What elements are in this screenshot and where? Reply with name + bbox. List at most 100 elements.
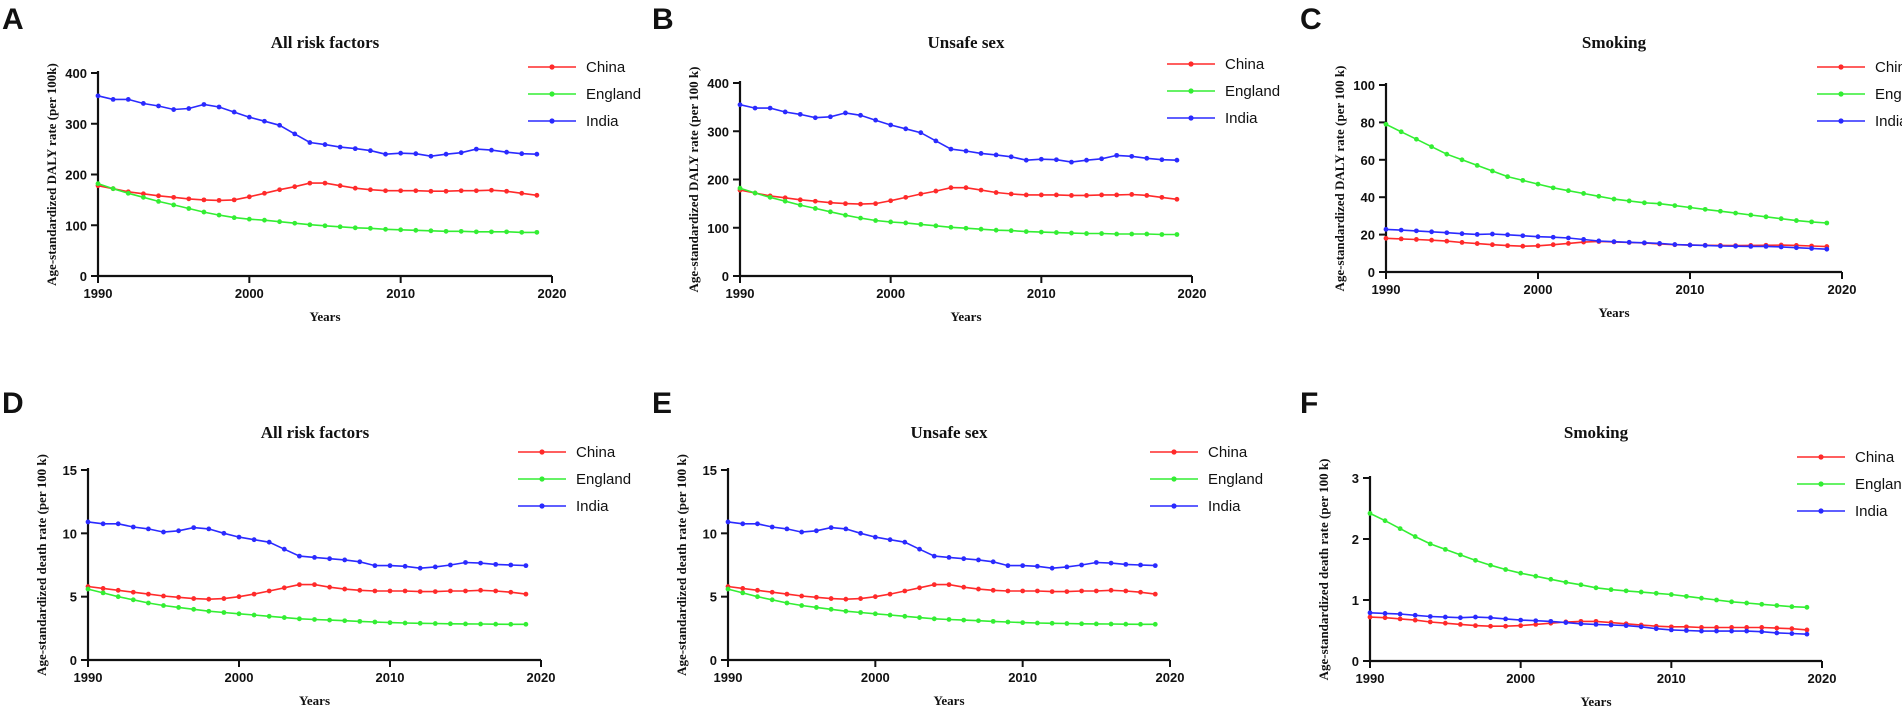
- data-point-england: [1008, 228, 1014, 234]
- data-point-england: [755, 594, 760, 600]
- data-point-england: [110, 186, 116, 192]
- data-point-england: [976, 618, 981, 624]
- data-point-china: [236, 594, 242, 600]
- data-point-china: [352, 185, 358, 191]
- data-point-england: [1684, 593, 1689, 599]
- data-point-china: [1397, 616, 1403, 622]
- data-point-china: [231, 197, 237, 203]
- data-point-england: [1608, 587, 1614, 593]
- axis-lines: [86, 468, 541, 662]
- data-point-india: [1699, 628, 1704, 634]
- legend-item-china: China: [1167, 56, 1265, 73]
- data-point-china: [902, 588, 908, 594]
- data-point-england: [1518, 570, 1524, 576]
- data-point-china: [327, 584, 332, 590]
- data-point-india: [201, 102, 207, 107]
- series-china: [725, 582, 1158, 602]
- data-point-china: [251, 591, 257, 597]
- data-point-india: [1687, 242, 1693, 248]
- legend-item-england: England: [518, 471, 631, 488]
- data-point-india: [1581, 237, 1586, 242]
- data-point-england: [292, 220, 298, 226]
- data-point-england: [297, 616, 302, 622]
- panel-b: B Unsafe sex 0 100 200 300 400 1990 2000 2010 2020…: [652, 3, 1280, 324]
- data-point-india: [417, 565, 423, 571]
- data-point-china: [458, 188, 464, 194]
- data-point-china: [115, 587, 121, 593]
- data-point-england: [1626, 198, 1632, 204]
- series-line-china: [727, 583, 1156, 601]
- data-point-india: [1488, 615, 1493, 621]
- data-point-england: [1672, 203, 1678, 209]
- data-point-india: [357, 559, 363, 565]
- legend-marker: [1171, 449, 1177, 455]
- data-point-china: [858, 201, 863, 207]
- data-point-india: [1638, 624, 1644, 630]
- data-point-england: [903, 220, 909, 226]
- y-tick-label: 1: [1352, 593, 1359, 608]
- data-point-england: [266, 613, 272, 619]
- data-point-china: [413, 188, 419, 194]
- data-point-china: [534, 192, 540, 198]
- legend-marker: [1188, 88, 1194, 94]
- legend-item-england: England: [1167, 83, 1280, 100]
- data-point-india: [146, 526, 151, 532]
- data-point-england: [357, 618, 363, 624]
- data-point-india: [1566, 235, 1571, 241]
- data-point-england: [1099, 231, 1104, 236]
- data-point-china: [292, 184, 298, 190]
- series-england: [725, 586, 1158, 627]
- data-point-india: [1079, 562, 1084, 568]
- data-point-china: [307, 180, 313, 186]
- data-point-england: [337, 224, 343, 230]
- data-point-china: [976, 586, 981, 592]
- data-point-india: [110, 96, 116, 102]
- data-point-england: [504, 229, 509, 235]
- data-point-china: [1383, 235, 1389, 241]
- data-point-india: [812, 115, 818, 121]
- data-point-china: [858, 596, 863, 601]
- data-point-china: [1566, 240, 1571, 246]
- data-point-china: [191, 596, 197, 601]
- data-point-england: [1459, 157, 1465, 163]
- data-point-india: [141, 101, 146, 106]
- data-point-india: [1657, 240, 1662, 246]
- x-tick-label: 2010: [376, 670, 405, 685]
- data-point-england: [1520, 177, 1526, 183]
- data-point-india: [799, 529, 805, 535]
- x-tick-label: 1990: [714, 670, 743, 685]
- data-point-china: [1759, 625, 1765, 630]
- data-point-england: [797, 202, 803, 208]
- data-point-china: [372, 588, 378, 594]
- data-point-england: [752, 190, 758, 196]
- legend-item-england: England: [528, 86, 641, 103]
- data-point-england: [1581, 191, 1586, 196]
- legend-marker: [549, 64, 555, 70]
- data-point-china: [266, 588, 272, 594]
- data-point-india: [266, 539, 272, 545]
- data-point-england: [262, 217, 267, 223]
- data-point-england: [1398, 129, 1404, 135]
- data-point-china: [1412, 617, 1418, 623]
- data-point-england: [902, 613, 908, 619]
- data-point-china: [1023, 192, 1029, 198]
- data-point-india: [1550, 234, 1556, 240]
- x-tick-label: 2000: [235, 286, 264, 301]
- panel-d: D All risk factors 0 5 10 15 1990 2000 2010 2020 Y…: [2, 387, 631, 708]
- data-point-india: [402, 563, 408, 569]
- data-point-china: [1038, 192, 1044, 198]
- x-tick-label: 2000: [1506, 671, 1535, 686]
- legend-marker: [539, 476, 545, 482]
- series-line-china: [739, 186, 1178, 205]
- data-point-england: [1809, 219, 1814, 225]
- data-point-india: [352, 146, 358, 152]
- data-point-india: [740, 521, 746, 527]
- data-point-china: [931, 582, 937, 588]
- y-tick-label: 100: [1353, 78, 1375, 93]
- data-point-china: [1520, 243, 1526, 249]
- series-line-india: [739, 103, 1177, 163]
- data-point-china: [1414, 237, 1419, 242]
- legend-item-england: England: [1817, 86, 1902, 103]
- series-china: [737, 185, 1180, 207]
